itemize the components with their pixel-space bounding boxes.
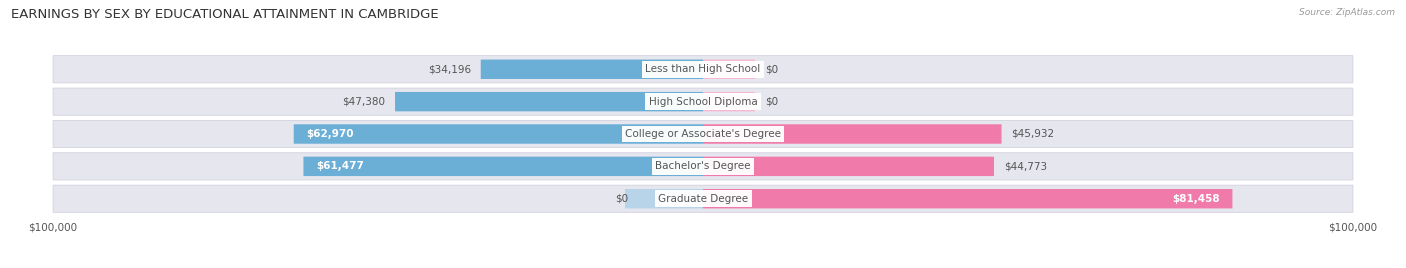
Text: $0: $0 <box>616 194 628 204</box>
FancyBboxPatch shape <box>481 59 703 79</box>
Text: $81,458: $81,458 <box>1171 194 1219 204</box>
FancyBboxPatch shape <box>304 157 703 176</box>
FancyBboxPatch shape <box>703 59 755 79</box>
Text: High School Diploma: High School Diploma <box>648 97 758 107</box>
Text: Source: ZipAtlas.com: Source: ZipAtlas.com <box>1299 8 1395 17</box>
FancyBboxPatch shape <box>703 92 755 111</box>
FancyBboxPatch shape <box>53 153 1353 180</box>
FancyBboxPatch shape <box>703 124 1001 144</box>
FancyBboxPatch shape <box>703 189 1233 209</box>
FancyBboxPatch shape <box>53 88 1353 115</box>
Text: $47,380: $47,380 <box>342 97 385 107</box>
Text: Graduate Degree: Graduate Degree <box>658 194 748 204</box>
FancyBboxPatch shape <box>53 120 1353 148</box>
Text: $62,970: $62,970 <box>307 129 354 139</box>
Text: $61,477: $61,477 <box>316 161 364 171</box>
Text: EARNINGS BY SEX BY EDUCATIONAL ATTAINMENT IN CAMBRIDGE: EARNINGS BY SEX BY EDUCATIONAL ATTAINMEN… <box>11 8 439 21</box>
Text: $0: $0 <box>765 64 778 74</box>
Text: $0: $0 <box>765 97 778 107</box>
FancyBboxPatch shape <box>53 185 1353 212</box>
FancyBboxPatch shape <box>703 157 994 176</box>
Text: Less than High School: Less than High School <box>645 64 761 74</box>
Text: $44,773: $44,773 <box>1004 161 1047 171</box>
Text: $34,196: $34,196 <box>427 64 471 74</box>
Text: Bachelor's Degree: Bachelor's Degree <box>655 161 751 171</box>
Text: College or Associate's Degree: College or Associate's Degree <box>626 129 780 139</box>
FancyBboxPatch shape <box>626 189 703 209</box>
Text: $45,932: $45,932 <box>1011 129 1054 139</box>
FancyBboxPatch shape <box>294 124 703 144</box>
FancyBboxPatch shape <box>395 92 703 111</box>
FancyBboxPatch shape <box>53 56 1353 83</box>
